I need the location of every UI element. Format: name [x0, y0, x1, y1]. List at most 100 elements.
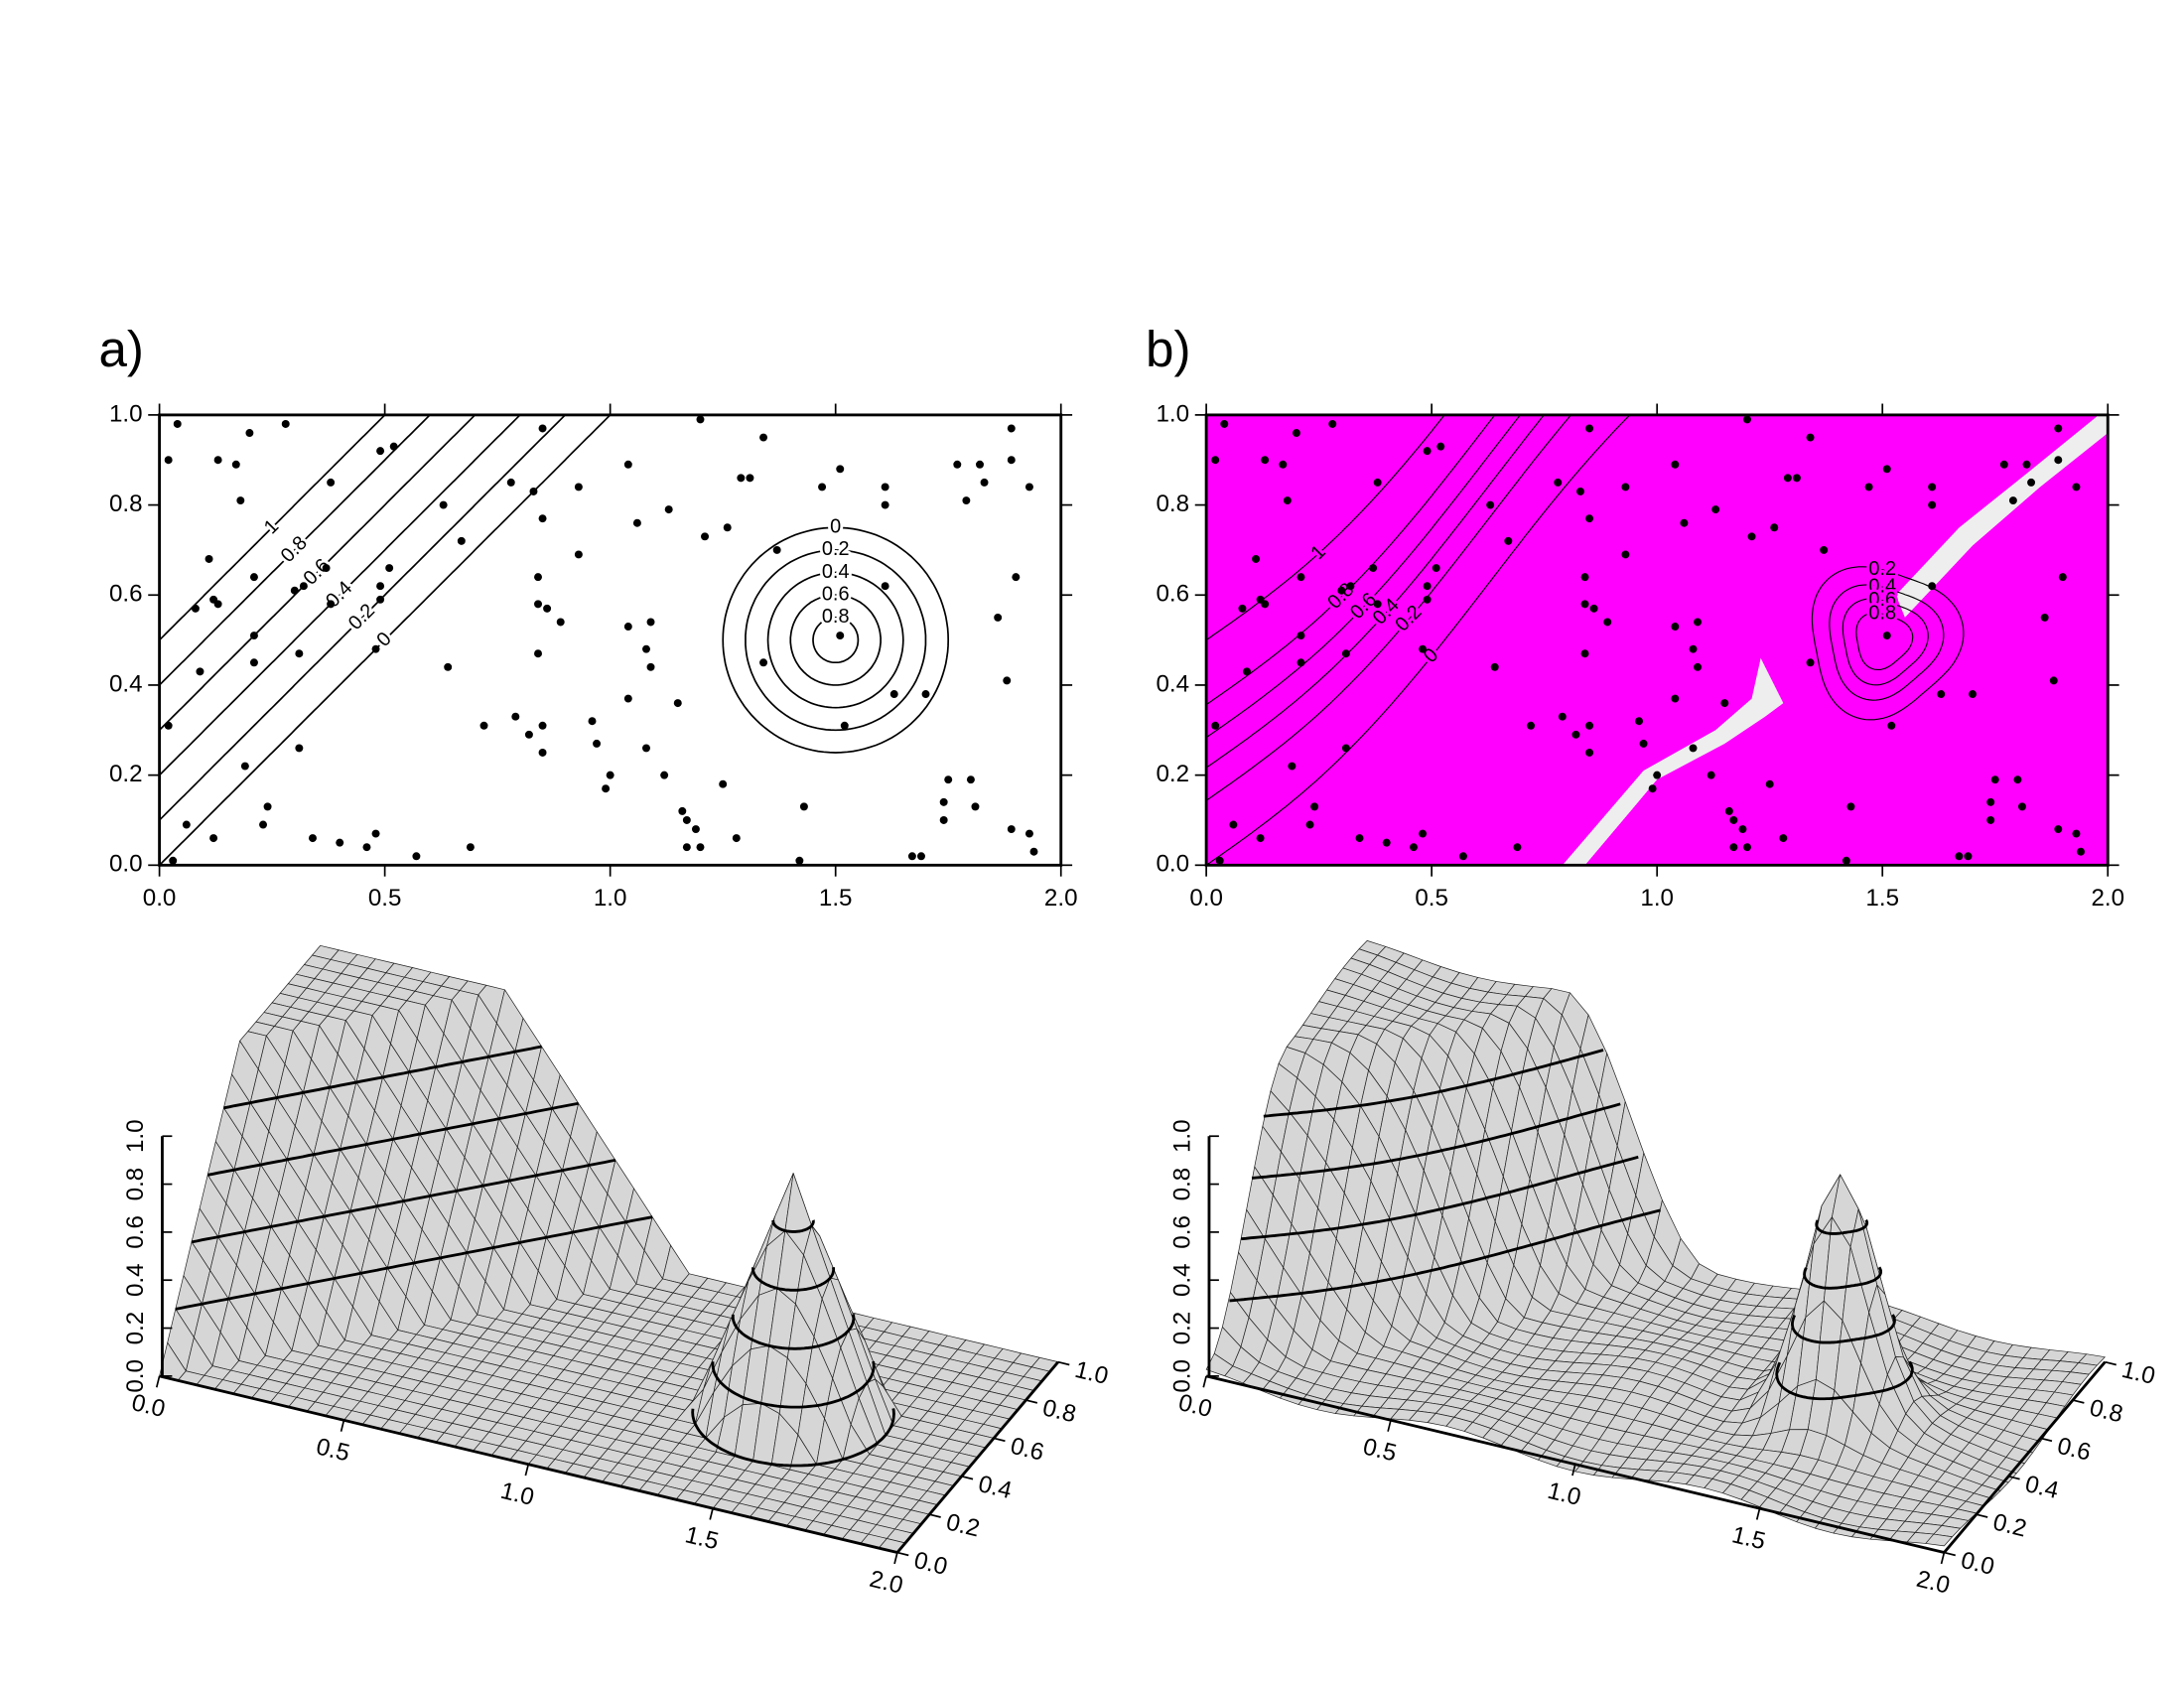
data-point [385, 564, 394, 573]
data-point [642, 644, 650, 653]
data-point [696, 415, 705, 424]
data-point [1729, 843, 1738, 852]
data-point [759, 658, 768, 667]
contour-line [722, 526, 950, 754]
contour-label: 0.8 [822, 606, 850, 628]
data-point [1346, 582, 1355, 591]
data-point [646, 662, 655, 671]
x-tick-label: 2.0 [1914, 1566, 1953, 1600]
z-tick-label: 0.2 [122, 1312, 149, 1345]
z-tick-label: 1.0 [1169, 1119, 1196, 1153]
contour-line [766, 571, 904, 709]
data-point [1689, 744, 1698, 753]
data-point [664, 505, 673, 514]
data-point [336, 838, 344, 847]
data-point [1373, 600, 1382, 609]
surface-contour [1803, 1266, 1883, 1290]
contour-line [1206, 414, 1631, 866]
data-point [1711, 505, 1720, 514]
surface-contour [175, 1215, 653, 1311]
surface-contour [731, 1314, 856, 1350]
data-point [466, 843, 475, 852]
data-point [1729, 815, 1738, 824]
data-point [1887, 721, 1896, 730]
data-point [1589, 604, 1598, 613]
data-point [295, 649, 304, 658]
contour-line [159, 414, 432, 686]
data-point [660, 771, 669, 779]
data-point [506, 478, 515, 487]
data-point [240, 762, 249, 771]
y-tick [896, 1551, 909, 1557]
x-tick-label: 1.0 [1545, 1477, 1583, 1511]
data-point [1964, 852, 1973, 861]
contour-line [159, 414, 567, 821]
data-point [1007, 825, 1016, 834]
y-tick-label: 0.8 [109, 491, 143, 517]
data-point [574, 550, 583, 559]
y-tick-label: 0.8 [1040, 1394, 1079, 1428]
contour-label: 0 [830, 515, 841, 537]
data-point [534, 573, 542, 582]
x-tick-label: 1.5 [682, 1521, 721, 1555]
surface-contour [751, 1267, 836, 1292]
data-point [1842, 856, 1850, 865]
data-point [691, 825, 700, 834]
data-point [840, 721, 849, 730]
surface [1205, 940, 2106, 1547]
contour-label: 0.2 [822, 538, 850, 560]
data-point [1436, 442, 1445, 451]
data-point [281, 419, 290, 428]
data-point [1986, 815, 1995, 824]
x-tick-label: 0.0 [129, 1389, 168, 1423]
z-tick-label: 0.0 [122, 1359, 149, 1393]
x-tick [893, 1552, 898, 1565]
contour-line [159, 414, 522, 776]
data-point [1689, 644, 1698, 653]
data-point [795, 856, 804, 865]
data-point [1029, 847, 1038, 856]
x-tick-label: 1.0 [498, 1477, 537, 1511]
data-point [479, 721, 488, 730]
x-tick-label: 1.0 [1640, 885, 1674, 912]
data-point [1986, 797, 1995, 806]
data-point [371, 829, 380, 838]
y-tick-label: 0.4 [109, 670, 143, 697]
data-point [529, 487, 538, 495]
data-point [593, 739, 602, 748]
data-point [1783, 474, 1792, 483]
data-point [2049, 676, 2058, 685]
data-point [2072, 829, 2081, 838]
data-point [1882, 465, 1891, 474]
data-point [623, 623, 632, 631]
data-point [538, 514, 547, 523]
surface [159, 944, 1059, 1553]
data-point [2013, 775, 2022, 784]
z-tick-label: 0.4 [122, 1263, 149, 1297]
contour-line [1829, 584, 1945, 701]
data-point [290, 586, 299, 595]
data-point [511, 712, 520, 721]
surface-contour [1251, 1102, 1621, 1180]
data-point [772, 545, 781, 554]
data-point [1341, 744, 1350, 753]
data-point [1024, 483, 1033, 492]
contour-line [745, 549, 927, 732]
data-point [994, 613, 1003, 622]
data-point [1671, 460, 1680, 469]
data-point [732, 834, 741, 843]
panel-label: b) [1146, 321, 1190, 377]
data-point [907, 852, 916, 861]
data-point [2058, 573, 2067, 582]
data-point [1603, 618, 1612, 627]
x-tick [1571, 1464, 1576, 1477]
contour-line [1811, 566, 1965, 721]
data-point [1229, 820, 1238, 829]
data-point [980, 478, 989, 487]
y-tick-label: 0.6 [2055, 1433, 2094, 1467]
y-tick [2072, 1399, 2085, 1404]
z-tick-label: 1.0 [122, 1119, 149, 1153]
data-point [1007, 424, 1016, 433]
data-point [191, 604, 200, 613]
